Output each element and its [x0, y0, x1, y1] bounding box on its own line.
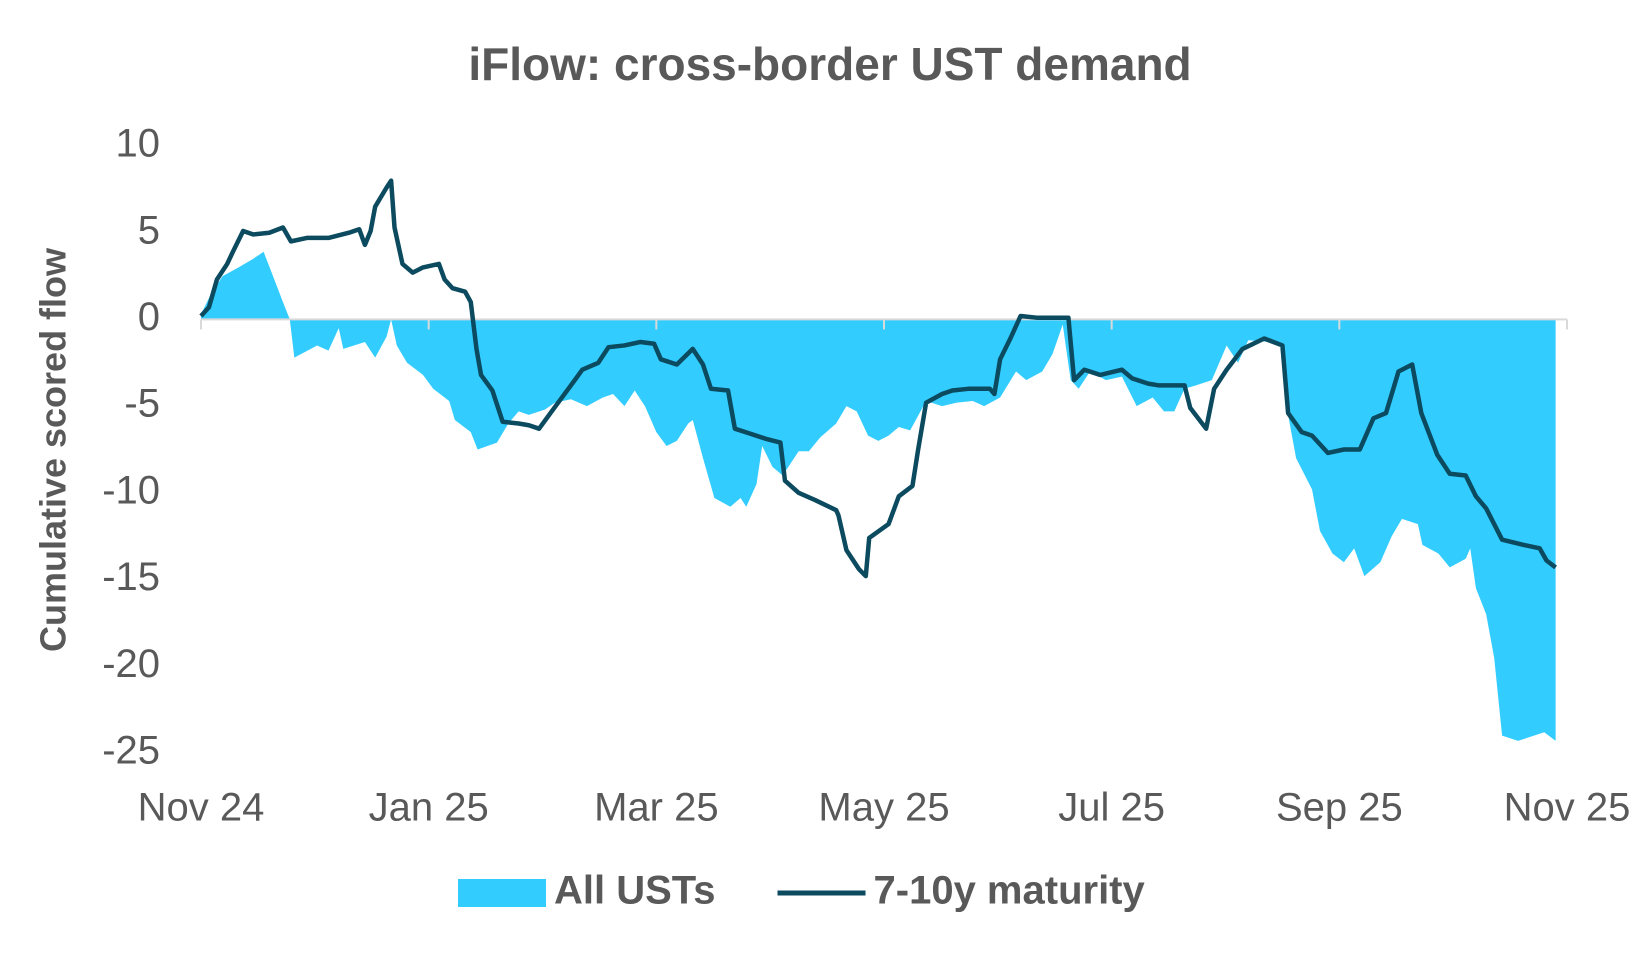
y-tick-label: -15 [102, 555, 160, 599]
y-tick-label: 5 [138, 208, 160, 252]
x-tick-label: Sep 25 [1276, 786, 1403, 830]
line [199, 178, 1557, 579]
y-tick-label: -10 [102, 468, 160, 512]
x-tick-label: Nov 24 [138, 786, 265, 830]
x-tick-label: Jul 25 [1058, 786, 1165, 830]
area [201, 251, 1556, 741]
y-tick-label: 0 [138, 295, 160, 339]
legend-swatch [458, 879, 546, 907]
y-axis-label: Cumulative scored flow [33, 247, 74, 652]
x-tick-label: Jan 25 [369, 786, 489, 830]
y-tick-label: -5 [124, 382, 160, 426]
y-tick-label: 10 [116, 122, 161, 166]
chart-title: iFlow: cross-border UST demand [468, 38, 1191, 90]
legend-label: All USTs [554, 869, 716, 913]
x-tick-label: May 25 [818, 786, 949, 830]
y-tick-label: -20 [102, 642, 160, 686]
x-tick-label: Nov 25 [1504, 786, 1631, 830]
x-tick-label: Mar 25 [594, 786, 719, 830]
legend-label: 7-10y maturity [874, 869, 1146, 913]
y-tick-label: -25 [102, 729, 160, 773]
